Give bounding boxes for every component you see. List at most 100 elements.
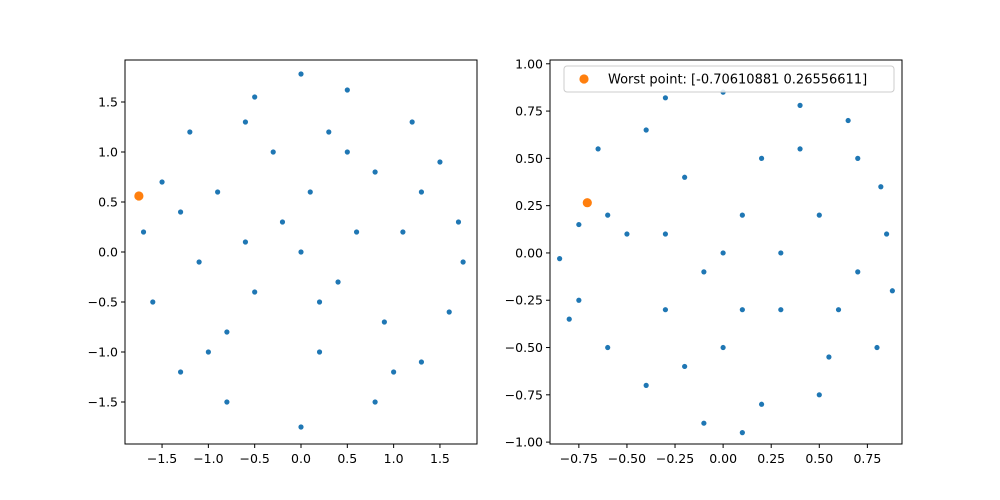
data-point — [701, 269, 707, 275]
data-point — [344, 87, 350, 93]
x-tick-label: −0.75 — [560, 451, 598, 466]
data-point — [884, 231, 890, 237]
y-tick-label: −1.0 — [88, 345, 118, 360]
data-point — [595, 146, 601, 152]
x-tick-label: 0.0 — [291, 451, 311, 466]
axes-frame — [549, 59, 903, 445]
data-point — [372, 399, 378, 405]
y-tick-label: 0.75 — [515, 104, 543, 119]
y-tick-label: 1.00 — [515, 56, 543, 71]
data-point — [140, 229, 147, 235]
data-point — [215, 189, 221, 195]
data-point — [889, 288, 895, 294]
x-tick-label: −1.5 — [147, 451, 177, 466]
data-point — [816, 392, 822, 398]
data-point — [391, 369, 397, 375]
x-tick-label: 0.25 — [757, 451, 785, 466]
data-point — [316, 349, 323, 355]
data-point — [605, 212, 611, 218]
y-tick-label: −0.25 — [505, 293, 543, 308]
data-point — [446, 309, 452, 315]
y-tick-label: 0.0 — [98, 245, 118, 260]
data-point — [187, 129, 193, 135]
data-point — [159, 179, 165, 185]
y-tick-label: −1.5 — [88, 395, 118, 410]
data-point — [855, 269, 861, 275]
data-point — [576, 297, 582, 303]
data-point — [701, 420, 707, 426]
data-point — [418, 359, 425, 365]
data-point — [557, 256, 563, 262]
data-point — [855, 155, 861, 161]
legend-marker — [579, 74, 589, 84]
y-tick-label: −0.50 — [505, 340, 543, 355]
legend: Worst point: [-0.70610881 0.26556611] — [563, 65, 895, 93]
worst-point-marker — [134, 191, 144, 201]
y-tick-label: 0.5 — [98, 195, 118, 210]
data-point — [739, 307, 745, 313]
x-tick-label: 0.50 — [805, 451, 833, 466]
data-point — [778, 307, 784, 313]
scatter-plot-left: −1.5 −1.0 −0.5 0.0 0.5 1.0 1.5 −1.5 −1.0 −0.5 0.0 0… — [88, 59, 478, 466]
data-point — [624, 231, 630, 237]
data-point — [437, 159, 443, 165]
data-point — [682, 363, 688, 370]
data-point — [326, 129, 332, 135]
data-point — [758, 401, 765, 407]
data-point — [816, 212, 822, 218]
y-tick-label: 0.25 — [515, 198, 543, 213]
data-point — [662, 231, 669, 237]
data-point — [252, 94, 258, 100]
data-point — [878, 184, 884, 190]
data-point — [400, 229, 406, 235]
data-point — [460, 259, 466, 265]
y-tick-label: 0.00 — [515, 245, 543, 260]
data-point — [826, 354, 832, 360]
data-point — [270, 149, 276, 155]
data-point — [576, 221, 582, 228]
data-point — [720, 344, 726, 351]
x-tick-label: 0.00 — [709, 451, 737, 466]
data-point — [739, 212, 745, 218]
x-tick-label: −0.25 — [656, 451, 694, 466]
data-point — [205, 349, 211, 355]
data-point — [835, 307, 842, 313]
data-point — [298, 249, 304, 255]
data-point — [316, 299, 323, 305]
data-point — [566, 316, 572, 322]
y-tick-label: −1.00 — [505, 435, 543, 450]
data-point — [758, 155, 765, 161]
data-point — [252, 289, 258, 295]
data-point — [455, 219, 462, 225]
data-point — [298, 424, 304, 430]
data-point — [298, 71, 304, 77]
worst-point-marker — [582, 198, 592, 208]
data-point — [605, 344, 611, 351]
data-point — [739, 430, 745, 436]
data-point — [279, 219, 286, 225]
data-point — [682, 174, 688, 180]
data-point — [778, 250, 784, 256]
data-point — [242, 119, 249, 125]
data-point — [643, 127, 649, 133]
data-point — [335, 279, 341, 285]
data-point — [344, 149, 350, 155]
data-point — [196, 259, 202, 265]
data-point — [224, 329, 230, 335]
data-point — [372, 169, 378, 175]
legend-label: Worst point: [-0.70610881 0.26556611] — [608, 73, 867, 88]
data-point — [177, 209, 184, 215]
data-point — [177, 369, 184, 375]
x-tick-label: 1.5 — [430, 451, 450, 466]
data-point — [409, 119, 415, 125]
data-point — [150, 299, 156, 305]
x-tick-label: 0.75 — [853, 451, 881, 466]
data-point — [797, 146, 803, 152]
scatter-plot-right: −0.75 −0.50 −0.25 0.00 0.25 0.50 0.75 −1.00 −0.7… — [505, 56, 903, 466]
data-point — [845, 117, 851, 124]
data-point — [720, 250, 726, 256]
y-tick-label: 1.0 — [98, 145, 118, 160]
y-tick-label: 0.50 — [515, 151, 543, 166]
data-point — [643, 382, 649, 388]
